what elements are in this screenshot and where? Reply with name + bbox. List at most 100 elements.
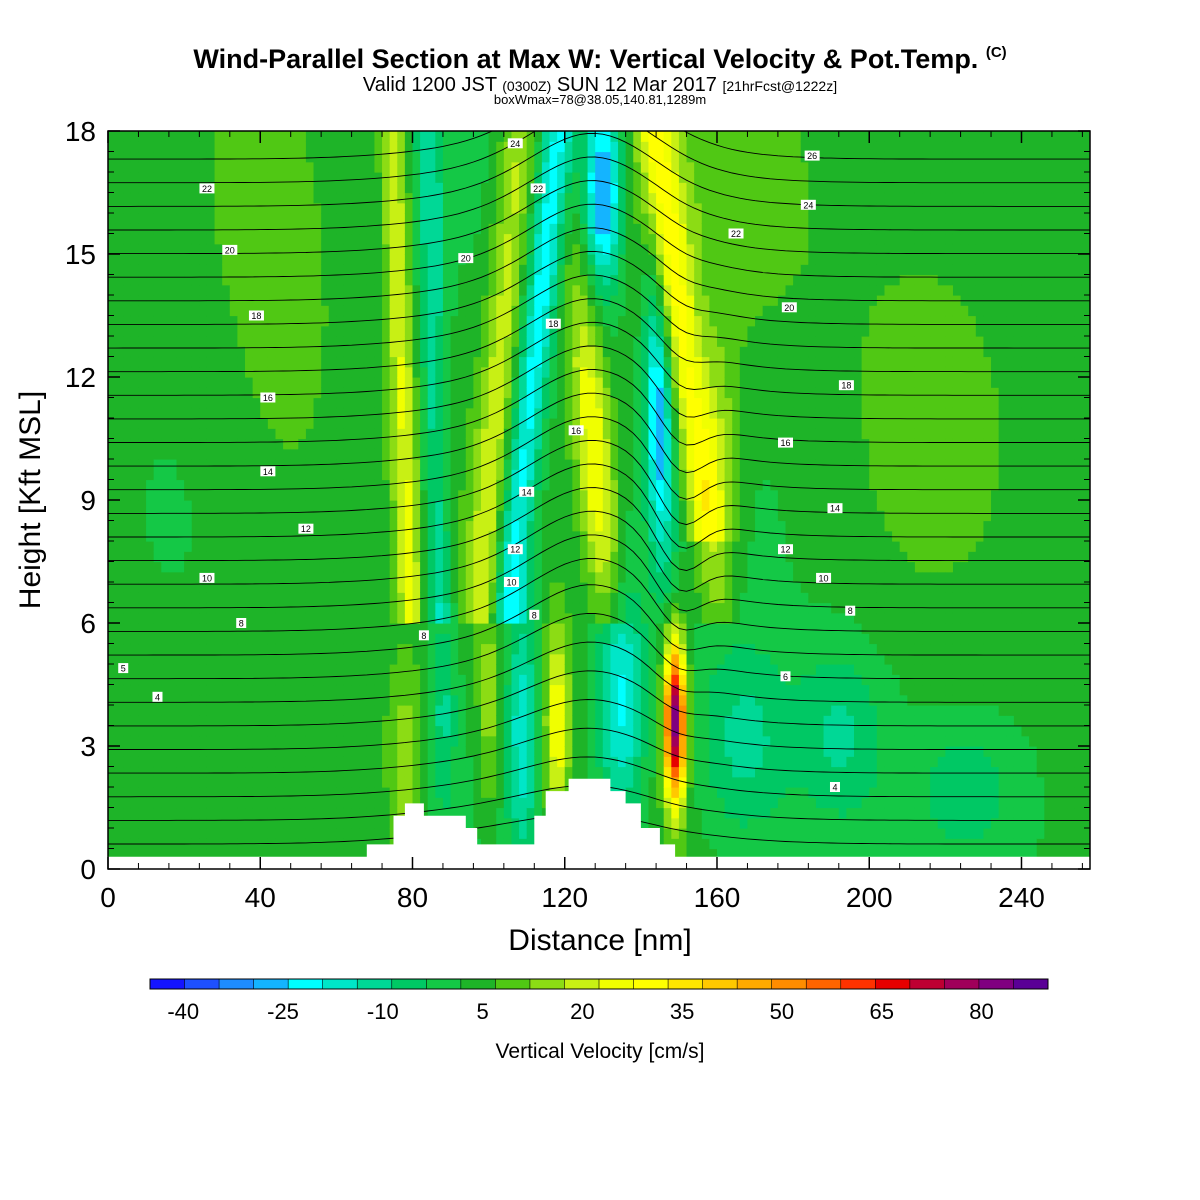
- field-cell: [465, 776, 474, 788]
- field-cell: [610, 735, 619, 747]
- field-cell: [283, 541, 292, 552]
- field-cell: [237, 684, 246, 696]
- field-cell: [351, 674, 360, 686]
- field-cell: [260, 776, 269, 788]
- field-cell: [214, 807, 223, 819]
- field-cell: [412, 674, 421, 686]
- field-cell: [625, 633, 634, 645]
- field-cell: [541, 274, 551, 286]
- field-cell: [610, 643, 619, 655]
- field-cell: [587, 561, 596, 573]
- field-cell: [176, 633, 185, 645]
- field-cell: [602, 305, 612, 317]
- field-cell: [488, 797, 497, 809]
- field-cell: [313, 602, 322, 614]
- field-cell: [397, 356, 406, 368]
- field-cell: [199, 397, 208, 409]
- field-cell: [420, 735, 429, 747]
- field-cell: [252, 254, 261, 265]
- field-cell: [534, 202, 543, 214]
- field-cell: [511, 469, 520, 481]
- field-cell: [123, 213, 132, 224]
- field-cell: [587, 479, 596, 491]
- field-cell: [496, 756, 505, 768]
- field-cell: [572, 141, 581, 153]
- field-cell: [229, 653, 239, 665]
- field-cell: [199, 797, 208, 809]
- field-cell: [351, 735, 360, 747]
- field-cell: [267, 315, 277, 327]
- field-cell: [153, 612, 162, 624]
- field-cell: [435, 151, 444, 163]
- field-cell: [161, 366, 170, 378]
- field-cell: [336, 325, 345, 337]
- field-cell: [435, 305, 444, 317]
- field-cell: [275, 817, 284, 829]
- field-cell: [123, 633, 132, 645]
- field-cell: [298, 571, 307, 583]
- field-cell: [481, 838, 490, 850]
- field-cell: [298, 213, 307, 224]
- field-cell: [359, 715, 368, 727]
- field-cell: [108, 284, 117, 296]
- field-cell: [579, 746, 589, 757]
- field-cell: [397, 305, 406, 317]
- field-cell: [382, 787, 391, 798]
- field-cell: [229, 592, 239, 604]
- field-cell: [610, 674, 619, 686]
- field-cell: [595, 202, 604, 214]
- field-cell: [587, 746, 596, 757]
- field-cell: [412, 243, 421, 255]
- field-cell: [526, 500, 535, 511]
- field-cell: [420, 202, 429, 214]
- field-cell: [481, 428, 490, 440]
- field-cell: [214, 418, 223, 429]
- field-cell: [184, 582, 193, 593]
- field-cell: [374, 664, 383, 675]
- field-cell: [199, 172, 208, 183]
- field-cell: [389, 274, 398, 286]
- field-cell: [572, 254, 581, 265]
- field-cell: [199, 428, 208, 440]
- field-cell: [252, 438, 261, 450]
- field-cell: [458, 807, 467, 819]
- field-cell: [625, 428, 634, 440]
- field-cell: [420, 520, 429, 532]
- field-cell: [199, 489, 208, 501]
- field-cell: [343, 407, 353, 419]
- field-cell: [359, 694, 368, 706]
- field-cell: [404, 561, 414, 573]
- field-cell: [541, 735, 551, 747]
- field-cell: [237, 387, 246, 399]
- field-cell: [511, 633, 520, 645]
- field-cell: [511, 213, 520, 224]
- field-cell: [458, 571, 467, 583]
- field-cell: [359, 520, 368, 532]
- field-cell: [237, 469, 246, 481]
- field-cell: [176, 510, 185, 522]
- field-cell: [115, 469, 124, 481]
- field-cell: [496, 448, 505, 460]
- field-cell: [275, 131, 284, 142]
- field-cell: [123, 612, 132, 624]
- field-cell: [579, 428, 589, 440]
- field-cell: [115, 551, 124, 563]
- field-cell: [343, 161, 353, 173]
- field-cell: [541, 612, 551, 624]
- field-cell: [366, 336, 376, 347]
- field-cell: [351, 233, 360, 245]
- field-cell: [305, 633, 315, 645]
- field-cell: [168, 377, 178, 388]
- field-cell: [146, 202, 155, 214]
- field-cell: [382, 705, 391, 716]
- field-cell: [488, 541, 497, 552]
- field-cell: [245, 766, 254, 778]
- field-cell: [382, 776, 391, 788]
- field-cell: [511, 787, 520, 798]
- field-cell: [229, 151, 239, 163]
- field-cell: [366, 776, 376, 788]
- field-cell: [260, 653, 269, 665]
- field-cell: [366, 561, 376, 573]
- field-cell: [191, 397, 200, 409]
- field-cell: [450, 233, 459, 245]
